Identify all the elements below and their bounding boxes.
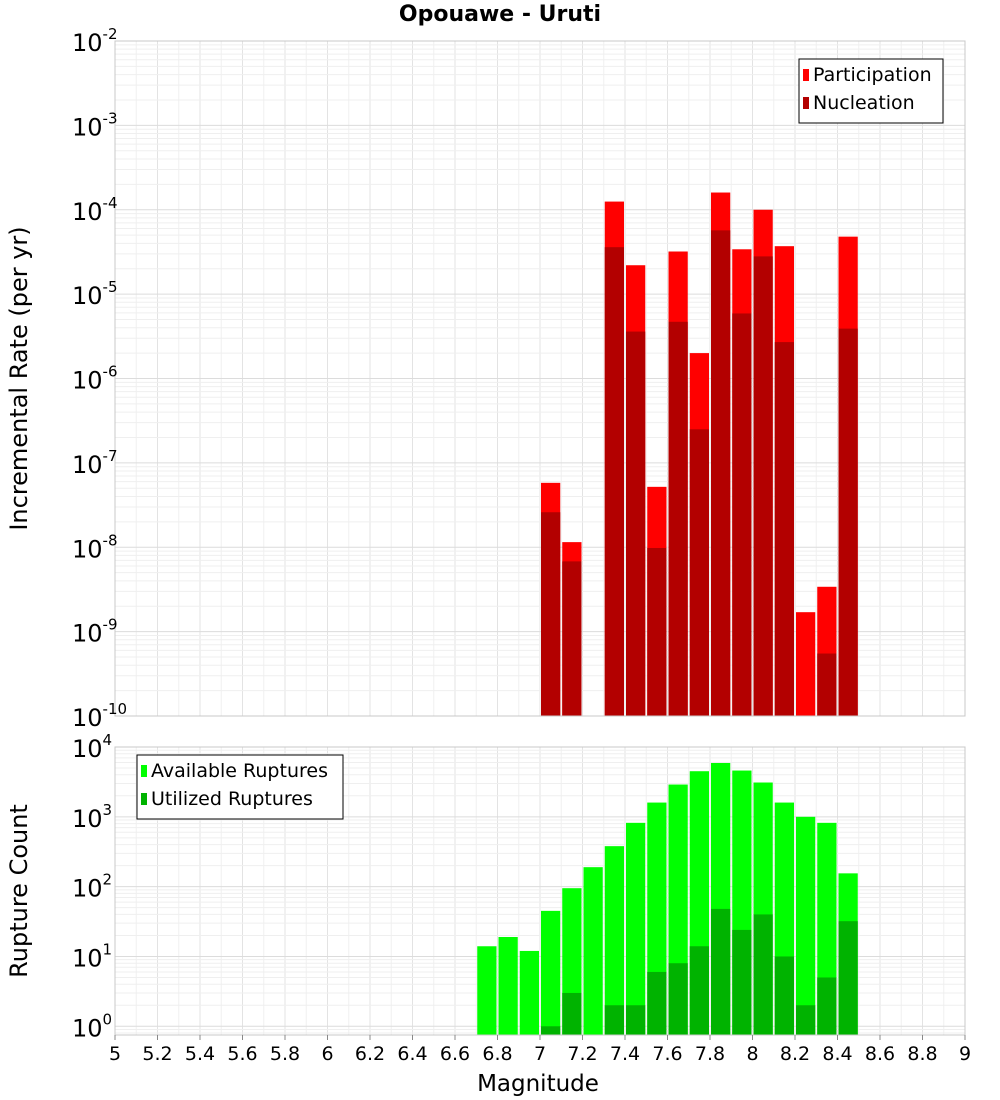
count-y-tick-label: 101 (72, 940, 112, 972)
count-bar-utilized-ruptures (626, 1005, 646, 1035)
count-bar-available-ruptures (604, 846, 624, 1035)
rate-bar-nucleation (753, 256, 773, 716)
rate-legend-swatch (803, 97, 809, 109)
x-axis-label: Magnitude (477, 1071, 599, 1097)
x-tick-label: 8.6 (865, 1043, 895, 1065)
count-bar-utilized-ruptures (541, 1026, 561, 1035)
count-legend-label: Utilized Ruptures (151, 788, 313, 810)
rate-bar-nucleation (689, 429, 709, 716)
rate-bar-nucleation (711, 230, 731, 716)
rate-plot-frame (114, 40, 966, 717)
x-tick-label: 5.6 (227, 1043, 257, 1065)
count-legend-box (136, 754, 344, 820)
count-y-tick-label: 104 (72, 731, 112, 763)
count-bar-utilized-ruptures (689, 946, 709, 1035)
rate-legend-label: Participation (813, 64, 932, 86)
x-tick-label: 5.2 (142, 1043, 172, 1065)
x-tick-label: 8.8 (907, 1043, 937, 1065)
rate-legend-label: Nucleation (813, 92, 915, 114)
x-tick-label: 8.2 (780, 1043, 810, 1065)
x-tick-label: 6.2 (355, 1043, 385, 1065)
count-bar-utilized-ruptures (753, 914, 773, 1035)
count-bar-utilized-ruptures (817, 977, 837, 1035)
rate-y-tick-label: 10-2 (72, 25, 118, 57)
rate-bar-nucleation (668, 321, 688, 716)
x-tick-label: 5.8 (270, 1043, 300, 1065)
x-tick-label: 6.8 (482, 1043, 512, 1065)
rate-panel: 10-10 10-9 10-8 10-7 10-6 10-5 10-4 10-3 10-2 Inc… (5, 25, 966, 732)
count-legend-swatch (141, 765, 147, 777)
rate-y-tick-label: 10-4 (72, 194, 118, 226)
rate-y-tick-label: 10-3 (72, 109, 118, 141)
rate-bar-nucleation (774, 342, 794, 716)
rate-bar-nucleation (604, 247, 624, 716)
rate-y-tick-label: 10-10 (72, 700, 127, 732)
rate-bar-nucleation (838, 328, 858, 716)
count-bar-available-ruptures (626, 822, 646, 1035)
x-tick-label: 5 (109, 1043, 121, 1065)
x-tick-label: 8.4 (822, 1043, 852, 1065)
count-bar-utilized-ruptures (774, 956, 794, 1035)
rate-bar-nucleation (647, 547, 667, 716)
count-bar-utilized-ruptures (562, 992, 582, 1035)
rate-legend-box (798, 58, 944, 124)
rate-y-tick-label: 10-9 (72, 616, 118, 648)
rate-legend-swatch (803, 69, 809, 81)
x-tick-label: 7.2 (567, 1043, 597, 1065)
rate-bar-nucleation (562, 561, 582, 716)
rate-y-tick-label: 10-8 (72, 531, 118, 563)
count-legend-label: Available Ruptures (151, 760, 328, 782)
count-y-tick-label: 103 (72, 801, 112, 833)
count-bar-available-ruptures (477, 946, 497, 1035)
x-tick-label: 7.8 (695, 1043, 725, 1065)
count-bar-utilized-ruptures (647, 971, 667, 1035)
rate-bar-nucleation (541, 512, 561, 716)
x-tick-label: 7.6 (652, 1043, 682, 1065)
count-bar-available-ruptures (541, 910, 561, 1035)
count-panel: 100 101 102 103 104 Rupture Count Available Ru… (5, 731, 966, 1042)
count-bar-available-ruptures (519, 950, 539, 1035)
count-bar-utilized-ruptures (668, 963, 688, 1035)
count-bar-available-ruptures (583, 867, 603, 1035)
rate-y-tick-label: 10-7 (72, 447, 118, 479)
x-tick-label: 6.4 (397, 1043, 427, 1065)
count-y-tick-label: 100 (72, 1010, 112, 1042)
count-bar-available-ruptures (498, 936, 518, 1035)
x-tick-label: 6.6 (440, 1043, 470, 1065)
count-bar-utilized-ruptures (732, 929, 752, 1035)
x-tick-label: 9 (959, 1043, 971, 1065)
count-bar-utilized-ruptures (604, 1005, 624, 1035)
rate-y-tick-label: 10-5 (72, 278, 118, 310)
x-tick-label: 7 (534, 1043, 546, 1065)
count-legend-swatch (141, 793, 147, 805)
count-bar-utilized-ruptures (796, 1005, 816, 1035)
rate-y-tick-label: 10-6 (72, 363, 118, 395)
count-bar-available-ruptures (796, 816, 816, 1035)
x-tick-label: 6 (321, 1043, 333, 1065)
rate-bar-nucleation (732, 313, 752, 716)
chart-title: Opouawe - Uruti (398, 2, 602, 27)
rate-bar-participation (796, 612, 816, 716)
rate-y-axis-label: Incremental Rate (per yr) (5, 226, 33, 530)
x-tick-label: 8 (746, 1043, 758, 1065)
count-y-axis-label: Rupture Count (5, 804, 33, 978)
shared-x-axis: 5 5.2 5.4 5.6 5.8 6 6.2 6.4 6.6 6.8 7 7.2 7.4 7.6 7.8 8… (109, 1035, 971, 1097)
count-bar-utilized-ruptures (838, 921, 858, 1035)
count-bar-utilized-ruptures (711, 908, 731, 1035)
x-tick-label: 7.4 (610, 1043, 640, 1065)
rate-bar-nucleation (817, 653, 837, 716)
x-tick-label: 5.4 (185, 1043, 215, 1065)
rate-bar-nucleation (626, 331, 646, 716)
count-y-tick-label: 102 (72, 871, 112, 903)
